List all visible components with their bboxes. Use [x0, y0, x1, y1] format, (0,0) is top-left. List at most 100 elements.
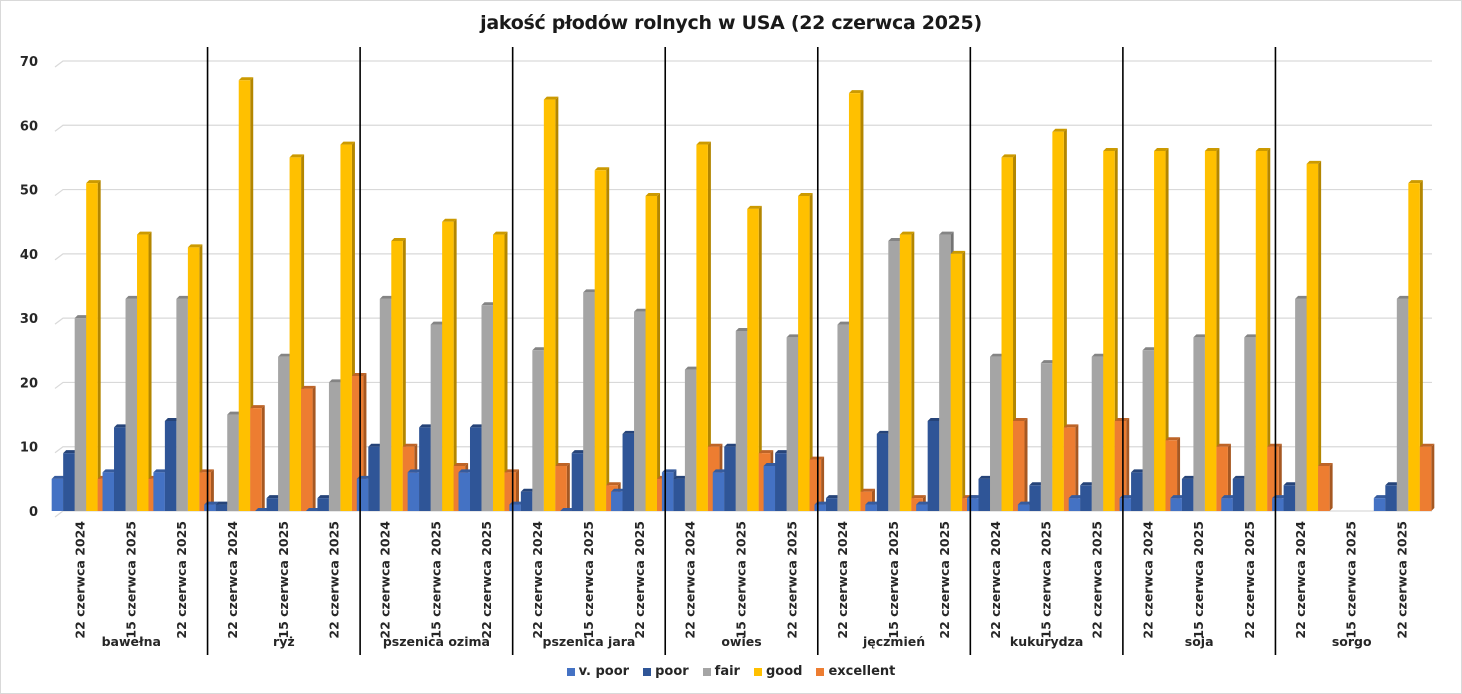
- legend-label: poor: [655, 664, 689, 679]
- bar-poor: [469, 427, 482, 511]
- bar-top: [876, 430, 892, 434]
- bar-excellent: [301, 388, 313, 511]
- x-tick-label: 22 czerwca 2025: [479, 521, 494, 639]
- bar-good: [696, 144, 708, 512]
- legend-label: good: [765, 664, 803, 679]
- x-tick-label: 22 czerwca 2024: [683, 521, 698, 639]
- bar-poor: [368, 446, 380, 511]
- bar-side: [250, 77, 254, 512]
- bar-fair: [1193, 337, 1205, 511]
- gridline: [54, 253, 1432, 261]
- bar-side: [657, 193, 661, 511]
- bar-good: [848, 93, 861, 512]
- bar-good: [391, 241, 403, 511]
- bar-poor: [927, 421, 940, 511]
- bar-top: [594, 167, 610, 171]
- x-tick-label: 22 czerwca 2024: [988, 521, 1003, 639]
- bar-v--poor: [1221, 498, 1233, 511]
- bar-top: [1017, 501, 1033, 505]
- bar-excellent: [860, 491, 872, 511]
- bar-top: [786, 334, 802, 338]
- bar-v--poor: [204, 504, 216, 511]
- bar-top: [758, 450, 774, 454]
- bar-good: [1306, 163, 1319, 511]
- bar-side: [1063, 128, 1067, 511]
- bar-top: [255, 508, 270, 511]
- legend-item: fair: [702, 664, 740, 679]
- bar-side: [453, 218, 457, 511]
- bar-top: [1142, 347, 1158, 351]
- bar-good: [950, 253, 963, 511]
- bar-top: [543, 96, 559, 100]
- bar-poor: [1385, 485, 1397, 511]
- bar-top: [407, 469, 423, 473]
- bar-poor: [215, 504, 228, 511]
- y-tick-label: 30: [20, 312, 38, 327]
- bar-side: [97, 180, 101, 511]
- bar-top: [430, 321, 446, 325]
- bar-top: [102, 469, 118, 473]
- bar-side: [809, 193, 813, 511]
- bar-v--poor: [661, 472, 674, 511]
- bar-good: [1001, 157, 1014, 511]
- bar-poor: [1283, 485, 1296, 511]
- bar-v--poor: [814, 504, 826, 511]
- x-tick-label: 22 czerwca 2024: [530, 521, 545, 639]
- bar-poor: [419, 427, 431, 511]
- bar-top: [1318, 463, 1333, 466]
- x-tick-label: 22 czerwca 2024: [835, 521, 850, 639]
- bar-top: [469, 424, 485, 428]
- x-tick-label: 15 czerwca 2025: [1344, 521, 1359, 639]
- bar-good: [645, 196, 658, 511]
- bar-top: [1068, 495, 1084, 499]
- x-tick-label: 22 czerwca 2024: [72, 521, 87, 639]
- y-tick-label: 40: [20, 248, 38, 263]
- bar-top: [1244, 334, 1259, 338]
- bar-top: [1165, 437, 1181, 441]
- gridline: [54, 317, 1432, 325]
- bar-poor: [1232, 478, 1245, 511]
- x-tick-label: 22 czerwca 2025: [937, 521, 952, 639]
- x-tick-label: 15 czerwca 2025: [581, 521, 596, 639]
- bar-top: [328, 379, 344, 383]
- x-tick-label: 22 czerwca 2025: [1089, 521, 1104, 639]
- x-tick-label: 22 czerwca 2025: [784, 521, 799, 639]
- bar-top: [1052, 128, 1067, 132]
- bar-v--poor: [458, 472, 470, 511]
- bar-top: [238, 77, 254, 81]
- bar-top: [712, 469, 728, 473]
- bar-fair: [1091, 356, 1104, 511]
- bar-top: [301, 385, 316, 389]
- gridline: [54, 60, 1432, 68]
- legend-label: excellent: [828, 664, 896, 679]
- bar-side: [1318, 160, 1322, 511]
- x-tick-label: 22 czerwca 2025: [327, 521, 342, 639]
- bar-v--poor: [356, 478, 369, 511]
- bar-good: [86, 183, 98, 511]
- bar-top: [735, 328, 751, 331]
- bar-v--poor: [712, 472, 725, 511]
- bar-top: [571, 450, 587, 454]
- bar-poor: [63, 453, 75, 511]
- bar-side: [312, 385, 316, 511]
- y-tick-label: 60: [20, 119, 38, 134]
- gridline: [54, 188, 1432, 197]
- x-tick-label: 22 czerwca 2025: [174, 521, 189, 639]
- bar-v--poor: [102, 472, 115, 511]
- x-tick-label: 15 czerwca 2025: [428, 521, 443, 639]
- bar-top: [1040, 360, 1056, 364]
- bar-top: [1408, 180, 1423, 184]
- bar-top: [1103, 148, 1118, 151]
- bar-side: [210, 469, 214, 511]
- bar-v--poor: [153, 472, 165, 511]
- bar-fair: [990, 356, 1002, 511]
- bar-side: [1126, 418, 1130, 511]
- x-tick-label: 22 czerwca 2025: [1242, 521, 1257, 639]
- bar-top: [1221, 495, 1236, 499]
- bar-excellent: [1114, 421, 1127, 511]
- group-label: bawełna: [102, 634, 161, 649]
- bar-side: [504, 231, 508, 512]
- bar-poor: [622, 433, 635, 511]
- bar-top: [1283, 482, 1299, 486]
- bar-poor: [520, 491, 533, 511]
